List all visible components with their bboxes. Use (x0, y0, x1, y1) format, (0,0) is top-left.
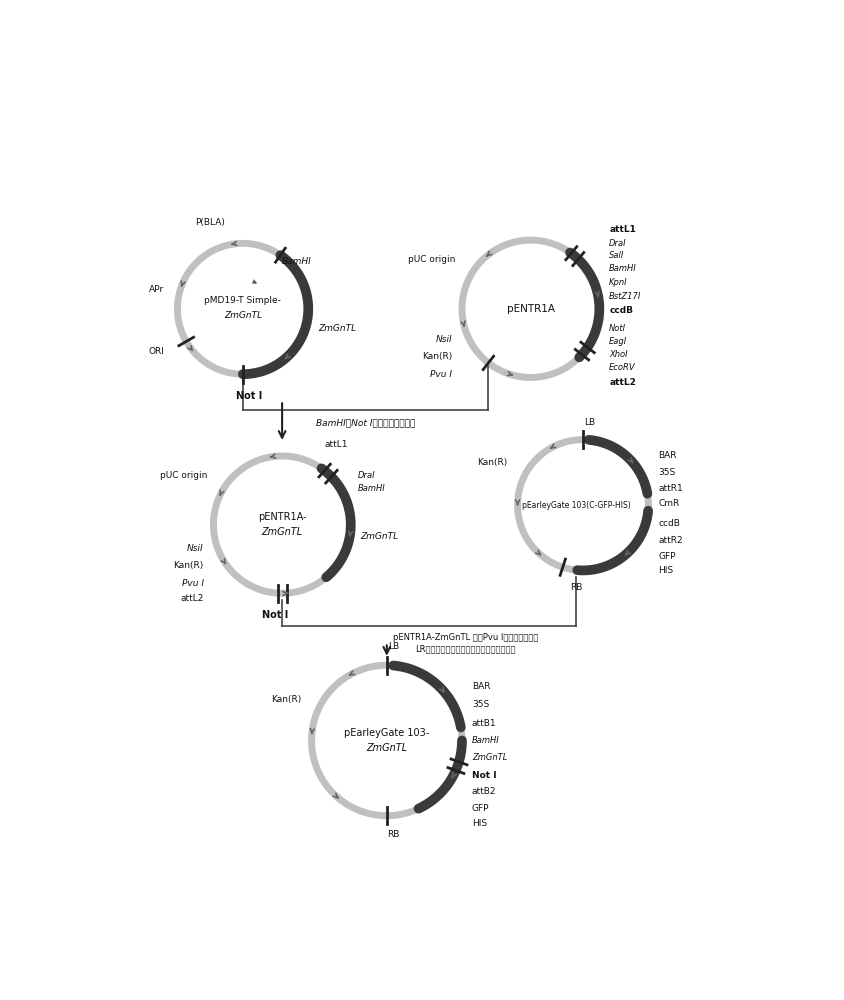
Text: Pvu I: Pvu I (181, 579, 203, 588)
Text: pUC origin: pUC origin (408, 255, 456, 264)
Text: BamHI: BamHI (282, 257, 311, 266)
Text: BAR: BAR (658, 451, 677, 460)
Text: RB: RB (571, 583, 582, 592)
Text: attL2: attL2 (609, 378, 636, 387)
Text: BamHI与Not I双酷切，连接转化: BamHI与Not I双酷切，连接转化 (316, 418, 415, 427)
Text: BAR: BAR (472, 682, 490, 691)
Text: attR1: attR1 (658, 484, 683, 493)
Text: Pvu I: Pvu I (430, 370, 452, 379)
Text: pENTR1A-ZmGnTL 质粒Pvu I单酷切线性化，: pENTR1A-ZmGnTL 质粒Pvu I单酷切线性化， (392, 633, 538, 642)
Text: NotI: NotI (609, 324, 626, 333)
Text: attL1: attL1 (609, 225, 636, 234)
Text: KpnI: KpnI (609, 278, 628, 287)
Text: ZmGnTL: ZmGnTL (366, 743, 408, 753)
Text: ccdB: ccdB (609, 306, 633, 315)
Text: CmR: CmR (658, 499, 679, 508)
Text: EcoRV: EcoRV (609, 363, 636, 372)
Text: ZmGnTL: ZmGnTL (318, 324, 356, 333)
Text: BamHI: BamHI (472, 736, 500, 745)
Text: LB: LB (584, 418, 595, 427)
Text: ZmGnTL: ZmGnTL (224, 311, 262, 320)
Text: BstZ17I: BstZ17I (609, 292, 641, 301)
Text: 35S: 35S (658, 468, 675, 477)
Text: 35S: 35S (472, 700, 489, 709)
Text: ccdB: ccdB (658, 519, 680, 528)
Text: SalI: SalI (609, 251, 625, 260)
Text: EagI: EagI (609, 337, 627, 346)
Text: Kan(R): Kan(R) (173, 561, 203, 570)
Text: ZmGnTL: ZmGnTL (360, 532, 398, 541)
Text: pEarleyGate 103-: pEarleyGate 103- (344, 728, 430, 738)
Text: Not I: Not I (472, 771, 496, 780)
Text: pUC origin: pUC origin (160, 471, 207, 480)
Text: HIS: HIS (658, 566, 674, 575)
Text: RB: RB (387, 830, 399, 839)
Text: NsiI: NsiI (436, 335, 452, 344)
Text: NsiI: NsiI (187, 544, 203, 553)
Text: attR2: attR2 (658, 536, 683, 545)
Text: LB: LB (387, 642, 399, 651)
Text: Kan(R): Kan(R) (422, 352, 452, 361)
Text: Kan(R): Kan(R) (272, 695, 302, 704)
Text: Not I: Not I (236, 391, 262, 401)
Text: pENTR1A: pENTR1A (506, 304, 555, 314)
Text: DraI: DraI (609, 239, 627, 248)
Text: HIS: HIS (472, 819, 487, 828)
Text: P(BLA): P(BLA) (195, 218, 225, 227)
Text: GFP: GFP (658, 552, 676, 561)
Text: LR重组反应，连接转化，获得阳性表达载体: LR重组反应，连接转化，获得阳性表达载体 (415, 644, 516, 653)
Text: APr: APr (149, 285, 165, 294)
Text: attB1: attB1 (472, 719, 496, 728)
Text: pENTR1A-: pENTR1A- (258, 512, 306, 522)
Text: pEarleyGate 103(C-GFP-HIS): pEarleyGate 103(C-GFP-HIS) (522, 501, 630, 510)
Text: ZmGnTL: ZmGnTL (262, 527, 303, 537)
Text: DraI: DraI (357, 471, 375, 480)
Text: XhoI: XhoI (609, 350, 628, 359)
Text: ORI: ORI (149, 347, 165, 356)
Text: attB2: attB2 (472, 787, 496, 796)
Text: GFP: GFP (472, 804, 490, 813)
Text: attL1: attL1 (325, 440, 349, 449)
Text: BamHI: BamHI (609, 264, 637, 273)
Text: ZmGnTL: ZmGnTL (472, 753, 507, 762)
Text: attL2: attL2 (181, 594, 203, 603)
Text: BamHI: BamHI (357, 484, 385, 493)
Text: Not I: Not I (262, 610, 289, 620)
Text: Kan(R): Kan(R) (478, 458, 508, 467)
Text: pMD19-T Simple-: pMD19-T Simple- (204, 296, 281, 305)
